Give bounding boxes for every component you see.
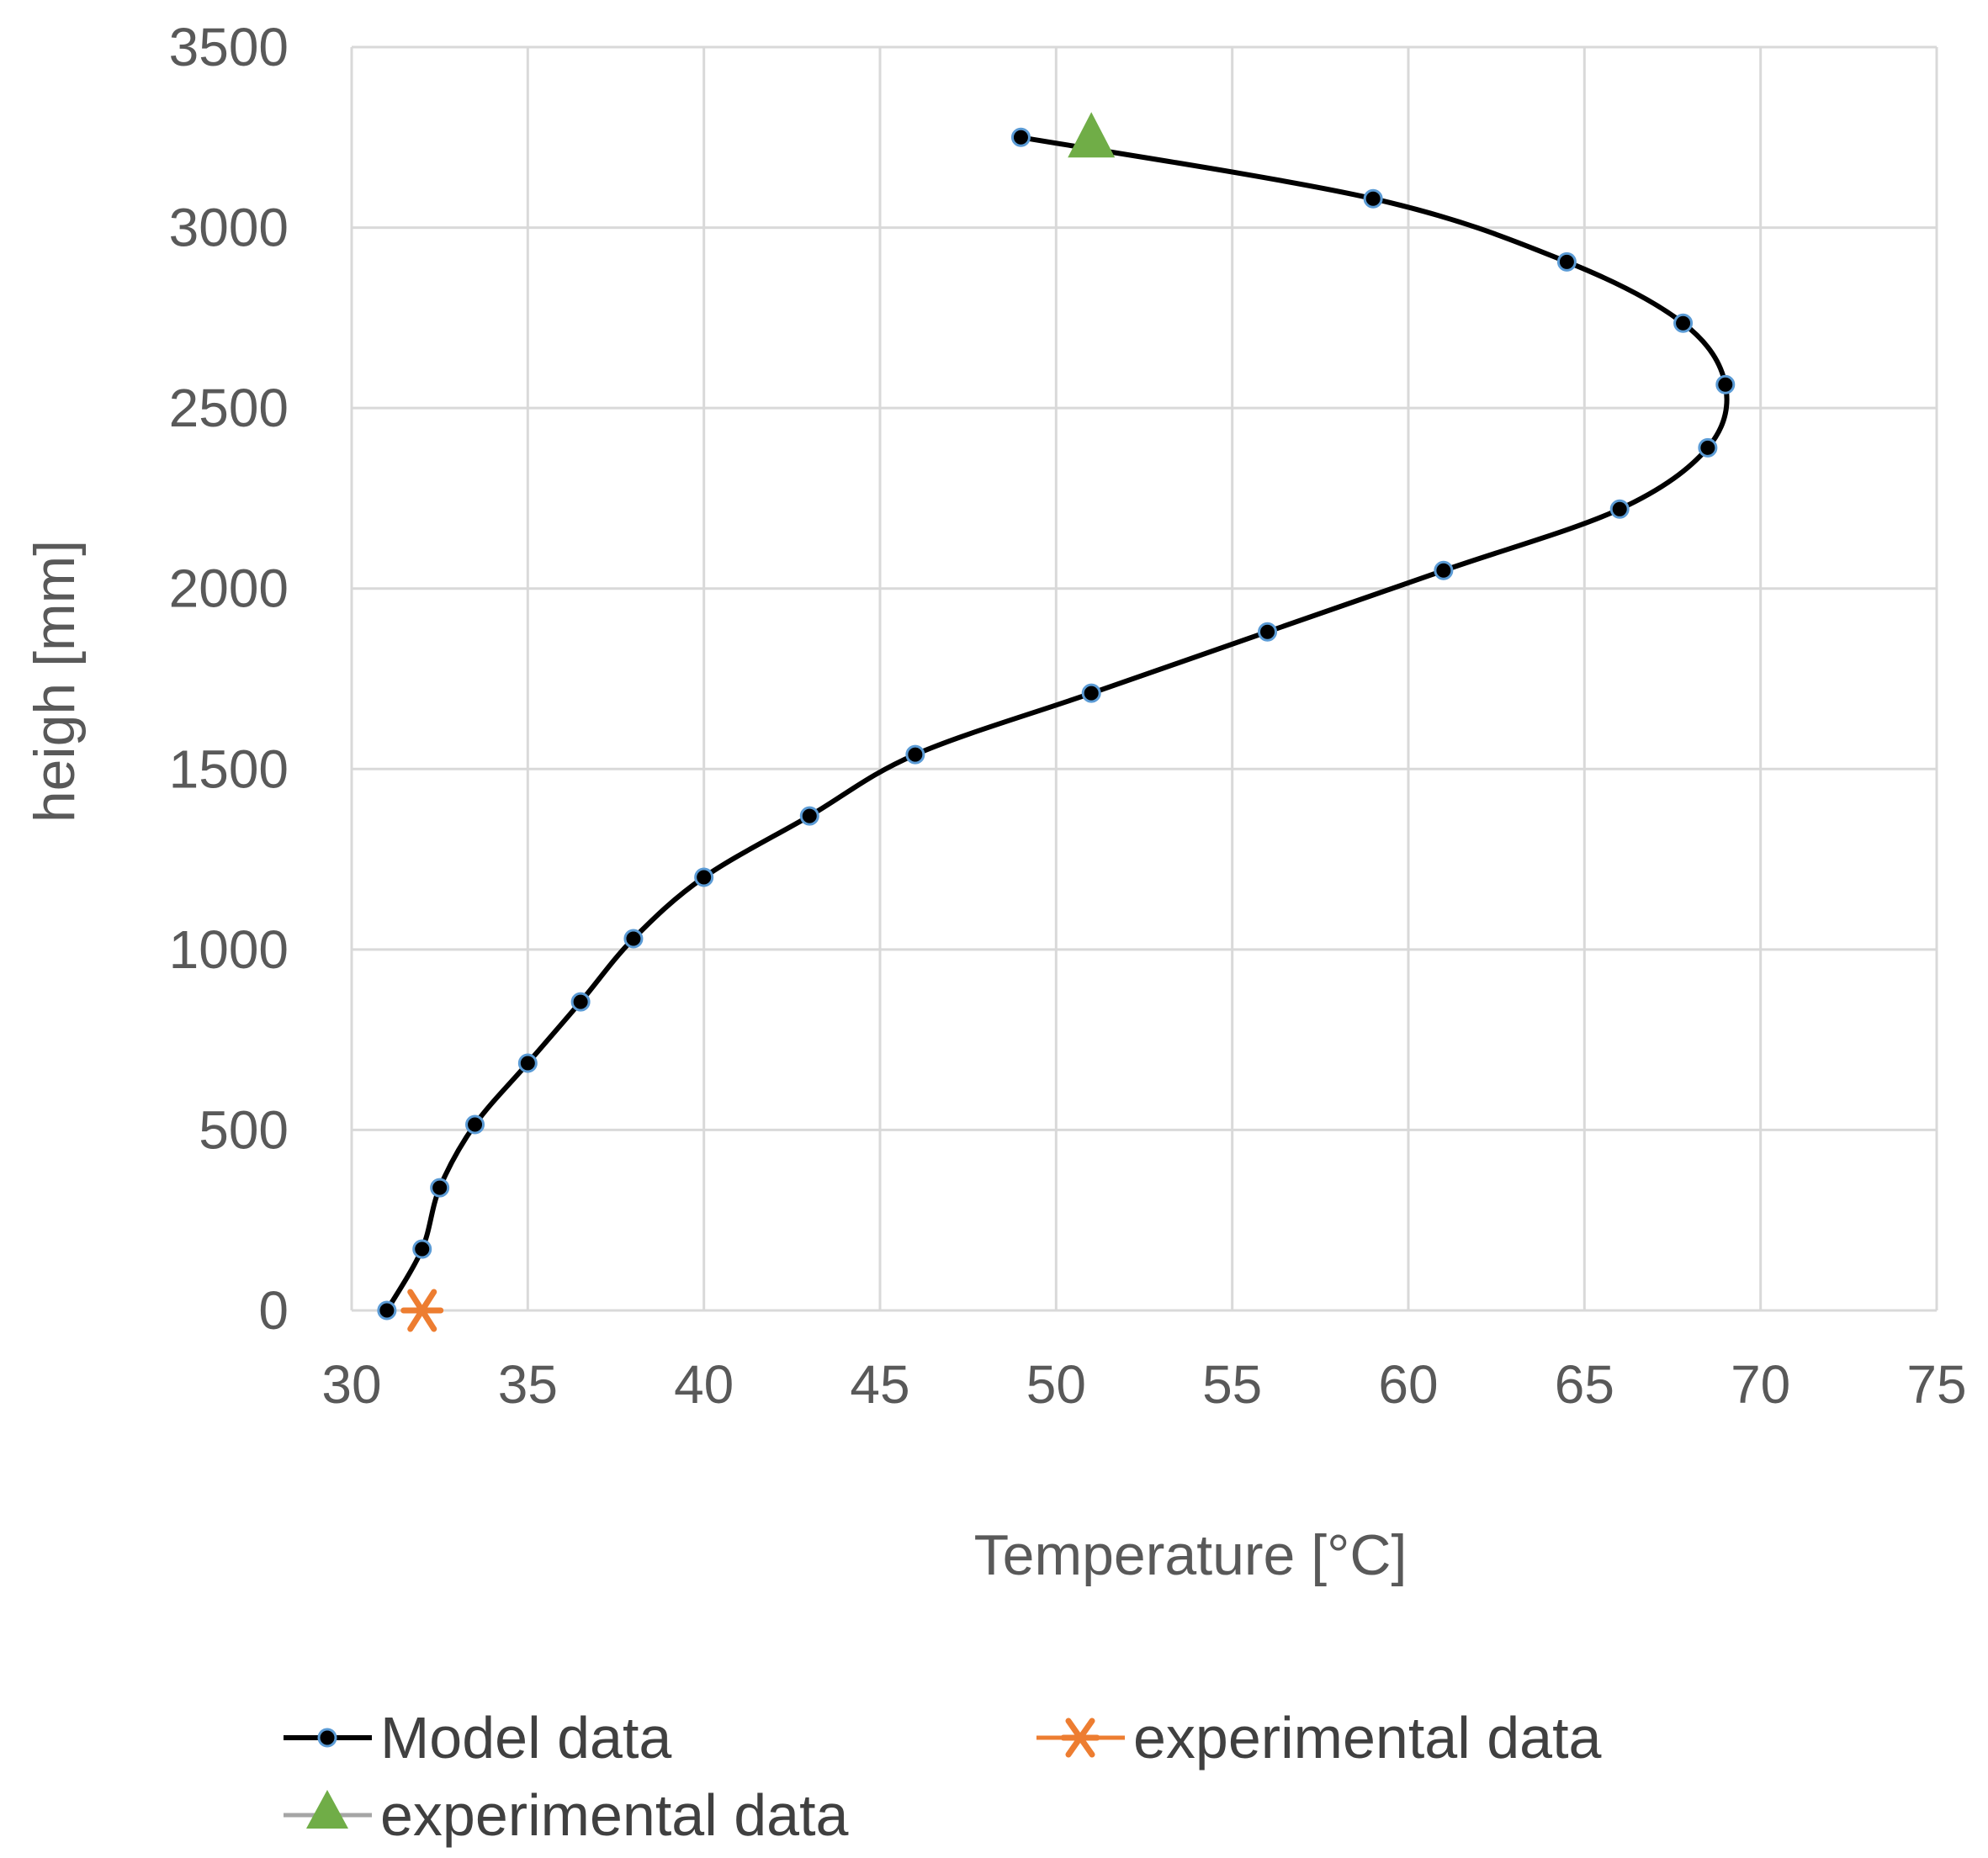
data-point-model (799, 806, 819, 826)
data-point-model (430, 1178, 450, 1198)
y-tick-label: 3500 (169, 17, 289, 77)
data-point-model (623, 929, 644, 949)
legend-item-experimental-asterisk: experimental data (1036, 1705, 1602, 1771)
tick-labels: 30 35 40 45 50 55 60 65 70 75 0 500 1000 1500 2000 2500… (169, 17, 1967, 1415)
legend-label: experimental data (1133, 1705, 1602, 1771)
x-tick-label: 70 (1731, 1354, 1790, 1415)
data-point-model (1609, 499, 1630, 519)
y-tick-label: 2000 (169, 558, 289, 619)
data-point-model (1010, 127, 1031, 147)
data-point-model (1081, 683, 1101, 703)
x-tick-label: 30 (321, 1354, 381, 1415)
y-tick-label: 500 (199, 1099, 289, 1160)
legend-label: experimental data (380, 1782, 849, 1848)
legend-marker-dot (317, 1728, 337, 1748)
y-tick-label: 3000 (169, 198, 289, 258)
legend-label: Model data (380, 1705, 671, 1771)
legend-item-model-data: Model data (284, 1705, 671, 1771)
gridlines (350, 45, 1938, 1312)
x-tick-label: 45 (850, 1354, 909, 1415)
data-point-model (517, 1053, 538, 1073)
data-point-model (1434, 560, 1454, 580)
y-axis-title: heigh [mm] (23, 540, 87, 823)
data-point-model (1258, 622, 1278, 642)
y-tick-label: 1000 (169, 919, 289, 980)
data-point-model (1698, 437, 1718, 458)
data-point-model (465, 1114, 485, 1135)
data-point-model (694, 867, 714, 887)
data-point-experimental-triangle (1068, 112, 1116, 158)
legend-item-experimental-triangle: experimental data (284, 1782, 849, 1848)
data-point-model (412, 1239, 432, 1259)
x-tick-label: 65 (1555, 1354, 1614, 1415)
y-tick-label: 0 (258, 1280, 289, 1341)
data-point-model (1556, 251, 1577, 272)
x-tick-label: 75 (1906, 1354, 1966, 1415)
x-tick-label: 60 (1378, 1354, 1438, 1415)
data-point-model (905, 744, 925, 765)
legend: Model data experimental data experimenta… (284, 1705, 1602, 1848)
data-point-model (1363, 188, 1383, 209)
data-point-model (377, 1300, 397, 1321)
y-tick-label: 1500 (169, 738, 289, 799)
legend-marker-asterisk (1060, 1718, 1100, 1758)
x-tick-label: 35 (498, 1354, 558, 1415)
y-tick-label: 2500 (169, 378, 289, 438)
data-point-model (570, 992, 591, 1012)
x-tick-label: 55 (1202, 1354, 1262, 1415)
data-point-model (1715, 374, 1736, 394)
legend-marker-triangle (306, 1790, 348, 1829)
x-tick-label: 50 (1026, 1354, 1086, 1415)
data-point-experimental-asterisk (400, 1289, 444, 1332)
x-tick-label: 40 (674, 1354, 734, 1415)
plot-area (377, 112, 1736, 1332)
data-point-model (1673, 313, 1694, 333)
x-axis-title: Temperature [°C] (974, 1523, 1408, 1587)
